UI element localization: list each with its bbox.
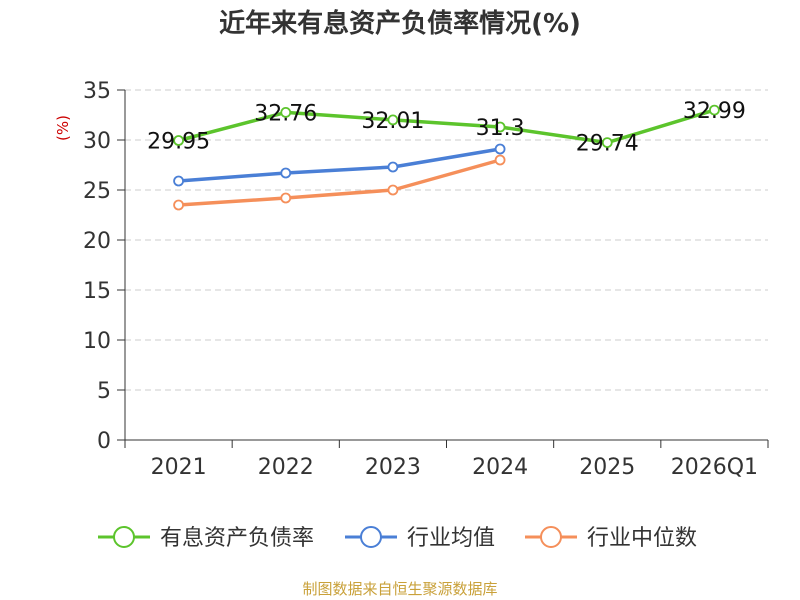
data-point: [280, 107, 292, 118]
legend-marker: [540, 526, 562, 548]
y-tick-label: 5: [97, 379, 111, 404]
legend[interactable]: 有息资产负债率 行业均值 行业中位数: [98, 526, 697, 551]
series-lines: [173, 104, 720, 211]
data-point: [280, 192, 292, 204]
series-line-2: [176, 158, 502, 207]
legend-item-0[interactable]: 有息资产负债率: [98, 526, 314, 551]
data-label: 32.01: [361, 109, 424, 134]
series-line-0: [176, 108, 717, 145]
data-label: 29.74: [576, 132, 639, 157]
legend-item-2[interactable]: 行业中位数: [525, 526, 697, 551]
y-tick-label: 25: [83, 179, 111, 204]
y-tick-label: 10: [83, 329, 111, 354]
x-tick-label: 2025: [579, 455, 635, 480]
legend-label: 行业中位数: [587, 526, 697, 551]
data-point: [173, 135, 184, 146]
data-point: [601, 137, 613, 149]
legend-marker: [360, 526, 382, 548]
series-line-1: [176, 147, 502, 183]
y-tick-label: 20: [83, 229, 111, 254]
data-label: 29.95: [147, 130, 210, 155]
y-tick-label: 30: [83, 129, 111, 154]
data-point: [173, 199, 184, 211]
legend-label: 行业均值: [407, 526, 495, 551]
y-tick-label: 35: [83, 79, 111, 104]
data-labels: 29.95 32.76 32.01 31.3 29.74 32.99: [147, 99, 746, 157]
y-tick-label: 15: [83, 279, 111, 304]
legend-item-1[interactable]: 行业均值: [345, 526, 495, 551]
x-tick-label: 2022: [258, 455, 314, 480]
data-point: [494, 143, 506, 155]
x-tick-label: 2024: [472, 455, 528, 480]
data-point: [494, 121, 506, 133]
data-point: [387, 184, 399, 196]
data-label: 32.99: [683, 99, 746, 124]
data-point: [280, 167, 292, 179]
y-tick-label: 0: [97, 429, 111, 454]
x-tick-label: 2021: [151, 455, 207, 480]
data-point: [173, 175, 184, 187]
grid: [125, 89, 768, 391]
legend-marker: [113, 526, 135, 548]
x-tick-label: 2023: [365, 455, 421, 480]
data-label: 31.3: [476, 116, 525, 141]
data-point: [387, 161, 399, 173]
data-point: [387, 114, 399, 126]
chart-title: 近年来有息资产负债率情况(%): [219, 8, 581, 39]
data-label: 32.76: [254, 101, 317, 126]
source-note: 制图数据来自恒生聚源数据库: [302, 580, 497, 598]
data-point: [709, 104, 720, 116]
y-axis-label: (%): [54, 115, 72, 141]
x-tick-label: 2026Q1: [671, 455, 758, 480]
legend-label: 有息资产负债率: [160, 526, 314, 551]
data-point: [494, 154, 506, 166]
